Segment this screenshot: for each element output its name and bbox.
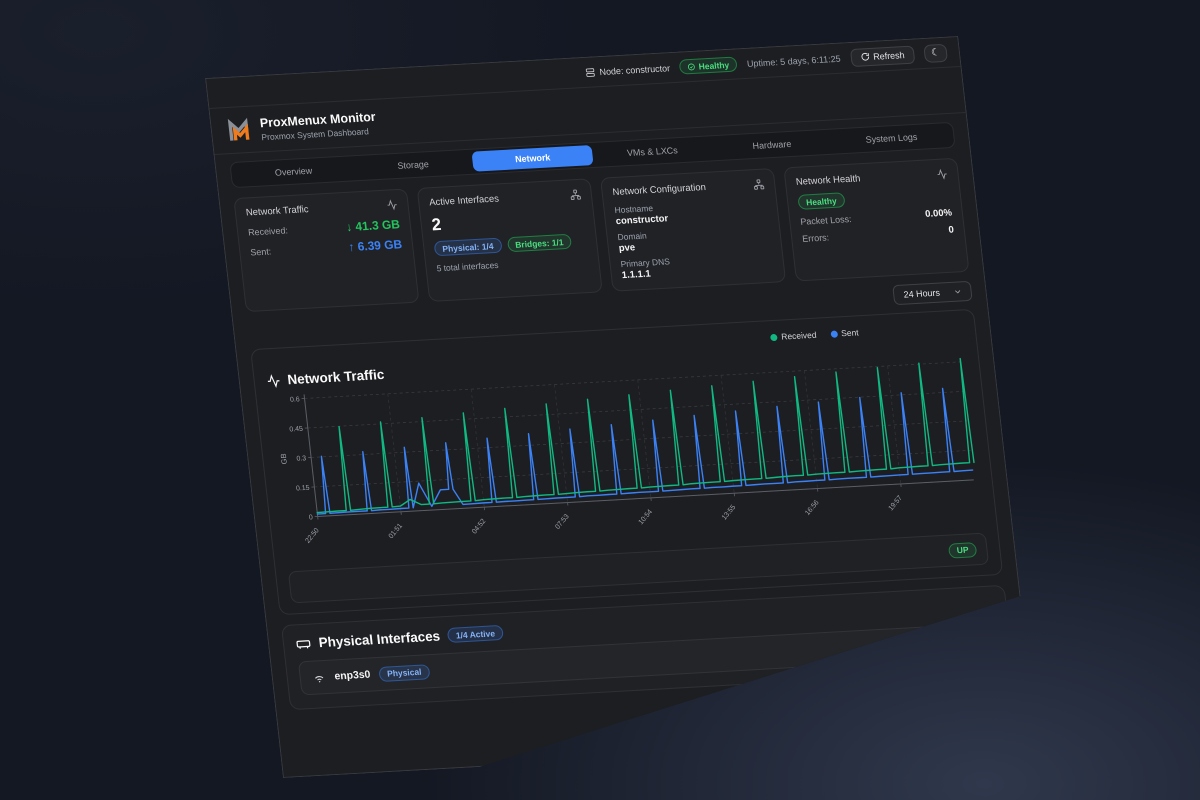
network-health-card: Network Health Healthy Packet Loss: 0.00… xyxy=(783,158,969,282)
up-status-badge: UP xyxy=(948,542,977,559)
legend-received-label: Received xyxy=(780,329,817,342)
node-label: Node: constructor xyxy=(598,62,671,77)
tab-vms-lxcs[interactable]: VMs & LXCs xyxy=(626,145,679,159)
received-value: ↓ 41.3 GB xyxy=(345,217,401,235)
health-status-label: Healthy xyxy=(698,59,730,72)
network-traffic-chart-card: Received Sent Network Traffic 0 0.15 0.3 0.… xyxy=(250,309,1003,615)
legend-received: Received xyxy=(770,329,817,344)
svg-text:0.3: 0.3 xyxy=(296,455,307,463)
svg-text:07:53: 07:53 xyxy=(554,513,570,531)
network-configuration-card: Network Configuration Hostname construct… xyxy=(600,168,786,292)
network-traffic-card: Network Traffic Received: ↓ 41.3 GB Sent… xyxy=(233,188,419,312)
tab-hardware[interactable]: Hardware xyxy=(752,138,792,152)
svg-text:22:50: 22:50 xyxy=(304,527,320,545)
physical-count-badge: Physical: 1/4 xyxy=(434,238,503,257)
errors-label: Errors: xyxy=(801,231,830,244)
uptime-label: Uptime: 5 days, 6:11:25 xyxy=(746,53,842,69)
health-badge: Healthy xyxy=(797,192,845,210)
range-row: 24 Hours xyxy=(232,271,987,350)
card-title: Network Traffic xyxy=(245,204,310,219)
status-bar: Node: constructor Healthy Uptime: 5 days… xyxy=(206,37,961,109)
refresh-label: Refresh xyxy=(872,49,905,62)
theme-toggle-button[interactable]: ☾ xyxy=(923,43,948,62)
refresh-icon xyxy=(860,52,870,61)
physical-interfaces-title: Physical Interfaces xyxy=(317,628,441,651)
card-title: Network Configuration xyxy=(612,181,707,199)
card-title: Network Health xyxy=(795,173,861,188)
interface-row-enp3s0[interactable]: enp3s0 Physical xyxy=(298,623,999,696)
legend-sent: Sent xyxy=(830,326,860,340)
svg-text:04:52: 04:52 xyxy=(471,518,487,536)
svg-text:0: 0 xyxy=(309,514,314,521)
ethernet-icon xyxy=(295,636,312,652)
svg-text:GB: GB xyxy=(279,453,289,464)
packet-loss-value: 0.00% xyxy=(924,207,953,220)
svg-text:16:56: 16:56 xyxy=(804,499,820,517)
server-icon xyxy=(585,67,596,78)
stat-cards-row: Network Traffic Received: ↓ 41.3 GB Sent… xyxy=(218,147,983,313)
card-title: Active Interfaces xyxy=(428,193,500,209)
bridges-count-badge: Bridges: 1/1 xyxy=(506,234,572,253)
svg-text:0.6: 0.6 xyxy=(290,396,301,404)
wifi-icon xyxy=(312,671,326,685)
errors-value: 0 xyxy=(947,224,955,236)
total-interfaces-note: 5 total interfaces xyxy=(436,259,499,274)
network-traffic-chart: 0 0.15 0.3 0.45 0.6 22:50 01:51 04:52 07:53 10:54… xyxy=(268,351,986,558)
activity-icon xyxy=(386,199,398,211)
time-range-value: 24 Hours xyxy=(903,287,941,300)
interface-type-badge: Physical xyxy=(378,664,430,682)
svg-text:0.45: 0.45 xyxy=(289,426,303,434)
brand-header: ProxMenux Monitor Proxmox System Dashboa… xyxy=(209,67,965,155)
svg-text:0.15: 0.15 xyxy=(296,485,310,493)
node-indicator: Node: constructor xyxy=(585,63,670,78)
tab-network[interactable]: Network xyxy=(472,145,594,172)
dashboard-window: Node: constructor Healthy Uptime: 5 days… xyxy=(205,36,1036,778)
active-count-badge: 1/4 Active xyxy=(447,625,504,643)
health-status-badge: Healthy xyxy=(679,56,738,74)
legend-sent-label: Sent xyxy=(840,327,860,339)
svg-text:19:57: 19:57 xyxy=(888,494,904,512)
active-interfaces-card: Active Interfaces 2 Physical: 1/4 Bridge… xyxy=(417,178,603,302)
activity-icon xyxy=(936,168,948,180)
svg-text:13:55: 13:55 xyxy=(721,504,737,522)
brand-text: ProxMenux Monitor Proxmox System Dashboa… xyxy=(259,109,378,141)
time-range-select[interactable]: 24 Hours xyxy=(893,281,973,305)
activity-icon xyxy=(266,373,281,388)
refresh-button[interactable]: Refresh xyxy=(849,45,915,67)
check-circle-icon xyxy=(687,62,696,70)
physical-interfaces-header: Physical Interfaces 1/4 Active xyxy=(295,598,994,652)
chart-title-row: Network Traffic xyxy=(266,335,965,389)
packet-loss-label: Packet Loss: xyxy=(799,213,852,227)
sent-value: ↑ 6.39 GB xyxy=(347,237,403,255)
received-dot xyxy=(770,333,778,340)
network-tree-icon xyxy=(753,179,765,191)
tab-storage[interactable]: Storage xyxy=(396,159,430,171)
tab-overview[interactable]: Overview xyxy=(274,165,313,178)
tab-system-logs[interactable]: System Logs xyxy=(865,131,918,145)
moon-icon: ☾ xyxy=(930,46,941,59)
sent-label: Sent: xyxy=(249,246,272,258)
proxmenux-logo xyxy=(224,116,253,143)
svg-text:01:51: 01:51 xyxy=(388,522,404,540)
interface-name: enp3s0 xyxy=(333,668,372,683)
received-label: Received: xyxy=(247,225,289,238)
physical-interfaces-section: Physical Interfaces 1/4 Active enp3s0 Ph… xyxy=(281,585,1014,710)
chevron-down-icon xyxy=(953,287,962,295)
active-interfaces-count: 2 xyxy=(430,214,443,235)
network-icon xyxy=(569,189,581,201)
sent-dot xyxy=(830,330,838,337)
svg-text:10:54: 10:54 xyxy=(638,508,654,526)
